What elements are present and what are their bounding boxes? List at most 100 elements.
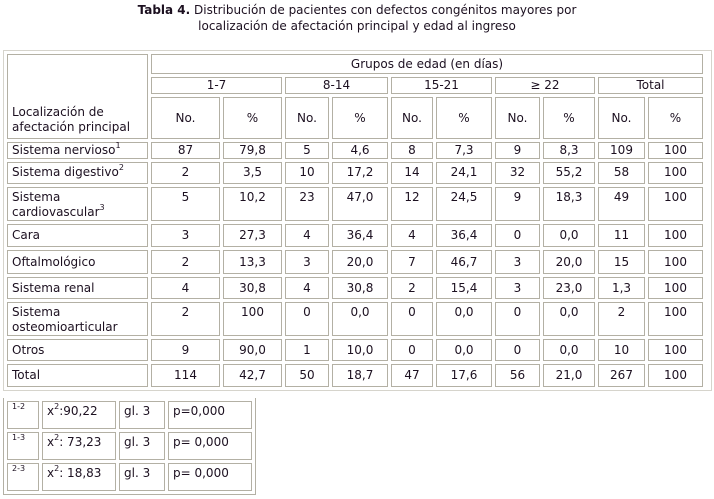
pair-label: 1-2 [12,402,26,411]
row-label-text: Cara [12,228,41,242]
p-value-cell: p= 0,000 [168,432,252,460]
table-cell: 267 [598,364,645,387]
table-cell: 0 [391,302,433,336]
table-cell: 23 [285,187,329,221]
chi-value: :90,22 [59,404,98,418]
subcol-header: % [332,97,388,139]
caption-text-1: Distribución de pacientes con defectos c… [190,3,577,17]
table-cell: 21,0 [543,364,595,387]
table-cell: 0,0 [543,339,595,361]
table-cell: 8,3 [543,142,595,159]
table-cell: 1 [285,339,329,361]
footnote-marker: 3 [99,203,105,212]
table-cell: 56 [495,364,540,387]
row-label-text: Oftalmológico [12,254,96,269]
chi-exponent: 2 [54,402,60,411]
table-cell: 100 [648,162,703,184]
row-label: Sistema osteomioarticular [7,302,148,336]
subcol-header: % [543,97,595,139]
stats-row: 1-3 x2: 73,23 gl. 3 p= 0,000 [7,432,252,460]
subcol-header: No. [495,97,540,139]
pair-cell: 2-3 [7,463,39,491]
caption-text-2: localización de afectación principal y e… [198,19,516,33]
p-value-cell: p= 0,000 [168,463,252,491]
table-cell: 0,0 [436,339,492,361]
table-row: Sistema osteomioarticular 2 100 0 0,0 0 0,0 0 0,… [7,302,703,336]
table-cell: 10 [285,162,329,184]
data-table-frame: Localización de afectación principal Gru… [3,50,712,391]
table-cell: 0 [495,302,540,336]
table-row: Otros 9 90,0 1 10,0 0 0,0 0 0,0 10 100 [7,339,703,361]
table-cell: 10,2 [223,187,282,221]
table-cell: 18,7 [332,364,388,387]
stats-table: 1-2 x2:90,22 gl. 3 p=0,000 1-3 x2: 73,23 gl. 3… [3,398,256,495]
row-label-text: Sistema renal [12,280,95,295]
table-cell: 18,3 [543,187,595,221]
subcol-header: No. [151,97,220,139]
table-cell: 100 [223,302,282,336]
data-table: Localización de afectación principal Gru… [4,51,706,390]
row-label: Cara [7,224,148,247]
table-cell: 30,8 [223,277,282,299]
row-label: Oftalmológico [7,250,148,274]
chi-square-cell: x2:90,22 [42,401,116,429]
row-label-text: Sistema osteomioarticular [12,305,118,334]
table-cell: 0 [391,339,433,361]
table-cell: 100 [648,250,703,274]
table-cell: 20,0 [332,250,388,274]
row-label: Otros [7,339,148,361]
chi-value: : 73,23 [59,435,102,449]
table-cell: 14 [391,162,433,184]
group-8-14: 8-14 [285,77,388,94]
table-cell: 2 [151,250,220,274]
table-cell: 46,7 [436,250,492,274]
table-cell: 100 [648,277,703,299]
table-cell: 42,7 [223,364,282,387]
chi-value: : 18,83 [59,466,102,480]
table-cell: 49 [598,187,645,221]
table-cell: 36,4 [332,224,388,247]
table-cell: 3,5 [223,162,282,184]
table-cell: 47 [391,364,433,387]
subcol-header: % [436,97,492,139]
table-cell: 3 [285,250,329,274]
chi-square-cell: x2: 18,83 [42,463,116,491]
subcol-header: % [648,97,703,139]
table-row: Cara 3 27,3 4 36,4 4 36,4 0 0,0 11 100 [7,224,703,247]
pair-label: 1-3 [12,433,26,442]
group-header: Grupos de edad (en días) [151,54,703,74]
group-22-plus: ≥ 22 [495,77,595,94]
table-cell: 2 [391,277,433,299]
table-cell: 4 [151,277,220,299]
table-cell: 79,8 [223,142,282,159]
table-cell: 100 [648,142,703,159]
table-cell: 4 [391,224,433,247]
table-row: Sistema cardiovascular3 5 10,2 23 47,0 12 24,5… [7,187,703,221]
subcol-header: % [223,97,282,139]
table-cell: 9 [151,339,220,361]
chi-symbol: x [47,466,55,480]
chi-symbol: x [47,404,55,418]
table-cell: 0,0 [436,302,492,336]
table-cell: 17,6 [436,364,492,387]
table-cell: 4 [285,224,329,247]
gl-cell: gl. 3 [119,432,165,460]
table-cell: 8 [391,142,433,159]
row-label: Sistema cardiovascular3 [7,187,148,221]
stats-row: 2-3 x2: 18,83 gl. 3 p= 0,000 [7,463,252,491]
row-label-text: Sistema cardiovascular [12,190,100,219]
chi-square-cell: x2: 73,23 [42,432,116,460]
table-cell: 100 [648,302,703,336]
table-cell: 36,4 [436,224,492,247]
row-label: Sistema digestivo2 [7,162,148,184]
table-cell: 0,0 [332,302,388,336]
table-cell: 58 [598,162,645,184]
pair-label: 2-3 [12,464,26,473]
pair-cell: 1-2 [7,401,39,429]
table-row: Sistema digestivo2 2 3,5 10 17,2 14 24,1 32 55,2… [7,162,703,184]
table-cell: 20,0 [543,250,595,274]
table-row: Total 114 42,7 50 18,7 47 17,6 56 21,0 267 100 [7,364,703,387]
table-cell: 0,0 [543,224,595,247]
table-cell: 0 [495,224,540,247]
table-cell: 100 [648,339,703,361]
